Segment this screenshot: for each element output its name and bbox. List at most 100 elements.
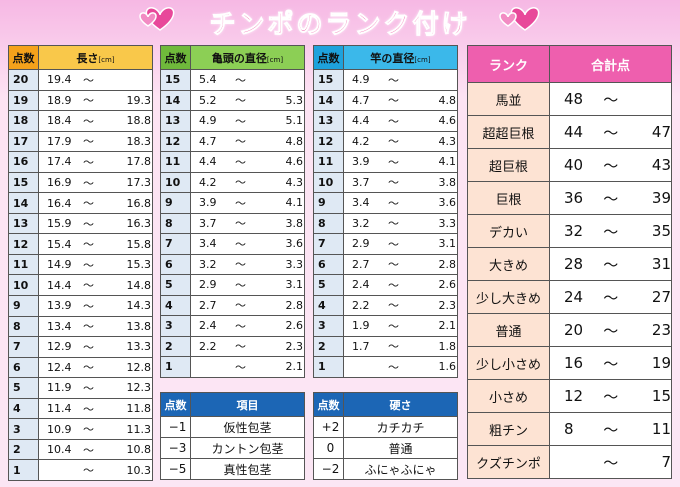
range-part: 4.8 [438,93,457,107]
range: 1.7 ～ 1.8 [345,338,457,354]
range-part: 19.3 [126,93,152,107]
range: ～ 10.3 [40,462,152,478]
row: 7 12.9 ～ 13.3 [8,336,153,358]
row: 粗チン 8 ～ 11 [467,412,672,446]
range-part: 11 [651,420,671,438]
header-text: 点数 [317,51,340,65]
range: ～ 7 [551,452,670,473]
range-part: 4.7 [352,93,370,107]
key-cell: 4 [313,294,344,316]
range-part: ～ [388,319,399,333]
key-cell: 10 [8,274,39,297]
range-part: ～ [83,279,94,293]
range-part: 2.8 [438,257,457,271]
range-part: 18.8 [126,114,152,128]
range-part: 10.9 [47,422,72,436]
value-cell: 4.7 ～ 4.8 [343,89,458,111]
row: 8 3.2 ～ 3.3 [313,212,458,234]
range-part: ～ [83,299,94,313]
range-part: 3.8 [438,175,457,189]
range-part: 15.4 [47,237,72,251]
range: 14.4 ～ 14.8 [40,277,152,293]
header-cell: ランク [467,45,550,83]
table: 点数 亀頭の直径[cm] 15 5.4 ～ 14 5.2 ～ 5.3 13 4.9 ～ 5.1 12 4.7… [160,45,305,378]
range-part: 15.9 [47,217,72,231]
range-part: ～ [388,73,399,87]
range-part: ～ [603,420,619,439]
row: 5 2.9 ～ 3.1 [160,274,305,296]
value-cell: 12.9 ～ 13.3 [38,336,153,358]
range-part: 5.4 [199,73,217,87]
key-cell: 6 [8,356,39,379]
row: −3 カントン包茎 [160,437,305,459]
range: 4.2 ～ 4.3 [192,174,304,190]
range-part: 15.3 [126,258,152,272]
range-part: 40 [564,156,584,174]
range: 3.7 ～ 3.8 [192,215,304,231]
range-part: 12.8 [126,360,152,374]
range-part: ～ [83,176,94,190]
range-part: 18.9 [47,93,72,107]
range-part: ～ [235,114,246,128]
range-part: ～ [603,255,619,274]
value-cell: 3.2 ～ 3.3 [190,253,305,275]
range-part: 17.3 [126,176,152,189]
key-cell: 13 [160,110,191,132]
key-cell: 10 [160,171,191,193]
range-part: 16 [564,354,584,372]
range-part: ～ [83,402,94,416]
range: 4.4 ～ 4.6 [345,113,457,129]
value-cell: 8 ～ 11 [549,412,672,446]
range: 48 ～ [551,89,671,110]
range: 12 ～ 15 [551,386,671,407]
range: 3.2 ～ 3.3 [345,215,457,231]
header-row: 点数 竿の直径[cm] [313,45,458,70]
range-part: ～ [83,361,94,375]
value-cell: 1.9 ～ 2.1 [343,315,458,337]
row: −2 ふにゃふにゃ [313,458,458,480]
range-part: 1.9 [352,319,370,333]
row: 2 1.7 ～ 1.8 [313,335,458,357]
row: 11 3.9 ～ 4.1 [313,151,458,173]
range-part: 1.7 [352,339,370,353]
range-part: ～ [235,360,246,374]
range-part: ～ [83,320,94,334]
range-part: 3.6 [285,237,304,251]
range-part: ～ [388,176,399,190]
value-cell: 2.2 ～ 2.3 [190,335,305,357]
value-cell: 3.7 ～ 3.8 [343,171,458,193]
range-part: 4.4 [352,114,370,128]
range-part: 3.3 [285,257,304,271]
range: 10.9 ～ 11.3 [40,421,152,437]
key-cell: 14 [8,192,39,214]
range-part: 14.8 [126,278,152,292]
header-cell: 長さ[cm] [38,45,153,70]
value-cell: 2.7 ～ 2.8 [343,253,458,275]
table: 点数 硬さ +2 カチカチ 0 普通 −2 ふにゃふにゃ [313,392,458,480]
header-cell: 合計点 [549,45,672,83]
range-part: ～ [83,258,94,272]
value-cell: 4.4 ～ 4.6 [343,110,458,132]
range-part: 2.2 [199,339,217,353]
key-cell: 7 [313,233,344,255]
header-cell: 亀頭の直径[cm] [190,45,305,70]
key-cell: 巨根 [467,181,550,215]
key-cell: デカい [467,214,550,248]
range-part: 1.6 [438,360,457,374]
range: ～ 2.1 [192,359,304,375]
range: 8 ～ 11 [551,419,671,440]
range-part: 3.4 [352,196,370,210]
row: −5 真性包茎 [160,458,305,480]
range-part: 4.1 [285,196,304,210]
row: 10 4.2 ～ 4.3 [160,171,305,193]
range-part: ～ [235,258,246,272]
row: 14 16.4 ～ 16.8 [8,192,153,214]
range-part: 2.1 [438,319,457,333]
range-part: 4.8 [285,134,304,148]
header-text: 長さ [76,51,99,65]
range: 32 ～ 35 [551,221,671,242]
value-cell: 11.9 ～ 12.3 [38,377,153,399]
range-part: 48 [564,90,584,108]
range-part: 16.9 [47,176,72,189]
